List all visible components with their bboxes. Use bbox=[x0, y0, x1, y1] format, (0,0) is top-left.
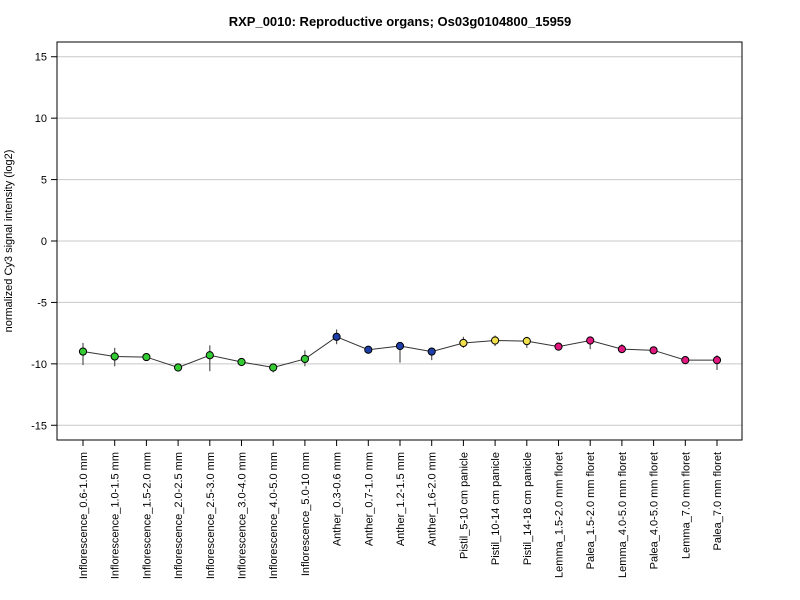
data-point bbox=[712, 356, 722, 365]
data-point bbox=[554, 342, 563, 351]
y-tick-label: -5 bbox=[37, 297, 47, 309]
y-tick-label: 5 bbox=[41, 175, 47, 187]
data-point bbox=[459, 338, 468, 348]
x-tick-label: Inflorescence_2.0-2.5 mm bbox=[173, 452, 185, 579]
data-point bbox=[237, 357, 246, 367]
data-point bbox=[681, 356, 690, 365]
x-tick-label: Inflorescence_1.5-2.0 mm bbox=[141, 452, 153, 579]
x-tick-label: Anther_1.2-1.5 mm bbox=[395, 452, 407, 546]
data-point bbox=[174, 363, 183, 372]
data-point bbox=[586, 336, 595, 345]
data-point bbox=[78, 347, 88, 356]
data-point bbox=[427, 347, 436, 356]
y-tick-label: 0 bbox=[41, 236, 47, 248]
x-tick-label: Pistil_14-18 cm panicle bbox=[522, 452, 534, 565]
x-tick-label: Palea_4.0-5.0 mm floret bbox=[649, 452, 661, 569]
x-tick-label: Lemma_4.0-5.0 mm floret bbox=[617, 452, 629, 578]
x-tick-label: Inflorescence_4.0-5.0 mm bbox=[268, 452, 280, 579]
x-tick-label: Inflorescence_1.0-1.5 mm bbox=[110, 452, 122, 579]
data-point bbox=[110, 352, 119, 361]
x-tick-label: Inflorescence_0.6-1.0 mm bbox=[78, 452, 90, 579]
x-tick-label: Inflorescence_5.0-10 mm bbox=[300, 452, 312, 576]
data-point bbox=[395, 341, 405, 351]
data-point bbox=[617, 344, 627, 354]
data-point bbox=[300, 354, 309, 364]
x-tick-label: Pistil_10-14 cm panicle bbox=[490, 452, 502, 565]
data-point bbox=[522, 337, 531, 346]
x-tick-label: Palea_1.5-2.0 mm floret bbox=[585, 452, 597, 569]
y-tick-label: -15 bbox=[31, 420, 47, 432]
plot-frame bbox=[56, 41, 743, 441]
y-axis-label: normalized Cy3 signal intensity (log2) bbox=[3, 150, 15, 333]
x-tick-label: Lemma_1.5-2.0 mm floret bbox=[554, 452, 566, 578]
x-tick-label: Inflorescence_3.0-4.0 mm bbox=[237, 452, 249, 579]
x-tick-label: Lemma_7.0 mm floret bbox=[680, 452, 692, 559]
grid bbox=[57, 56, 742, 426]
data-point bbox=[649, 346, 658, 355]
data-point bbox=[364, 345, 373, 354]
y-tick-label: 10 bbox=[35, 113, 47, 125]
data-point bbox=[142, 352, 151, 362]
chart-title: RXP_0010: Reproductive organs; Os03g0104… bbox=[229, 14, 572, 29]
x-tick-label: Anther_0.7-1.0 mm bbox=[363, 452, 375, 546]
x-tick-label: Pistil_5-10 cm panicle bbox=[458, 452, 470, 559]
x-tick-label: Palea_7.0 mm floret bbox=[712, 452, 724, 550]
data-point bbox=[269, 363, 278, 372]
data-point bbox=[491, 336, 500, 345]
series bbox=[78, 329, 722, 373]
data-point bbox=[332, 332, 341, 341]
x-axis: Inflorescence_0.6-1.0 mm Inflorescence_1.… bbox=[78, 440, 724, 579]
x-tick-label: Anther_1.6-2.0 mm bbox=[427, 452, 439, 546]
y-axis: -15 -10 -5 0 5 10 15 bbox=[31, 52, 57, 432]
x-tick-label: Inflorescence_2.5-3.0 mm bbox=[205, 452, 217, 579]
x-tick-label: Anther_0.3-0.6 mm bbox=[332, 452, 344, 546]
y-tick-label: -10 bbox=[31, 359, 47, 371]
y-tick-label: 15 bbox=[35, 52, 47, 64]
data-point bbox=[205, 351, 214, 360]
